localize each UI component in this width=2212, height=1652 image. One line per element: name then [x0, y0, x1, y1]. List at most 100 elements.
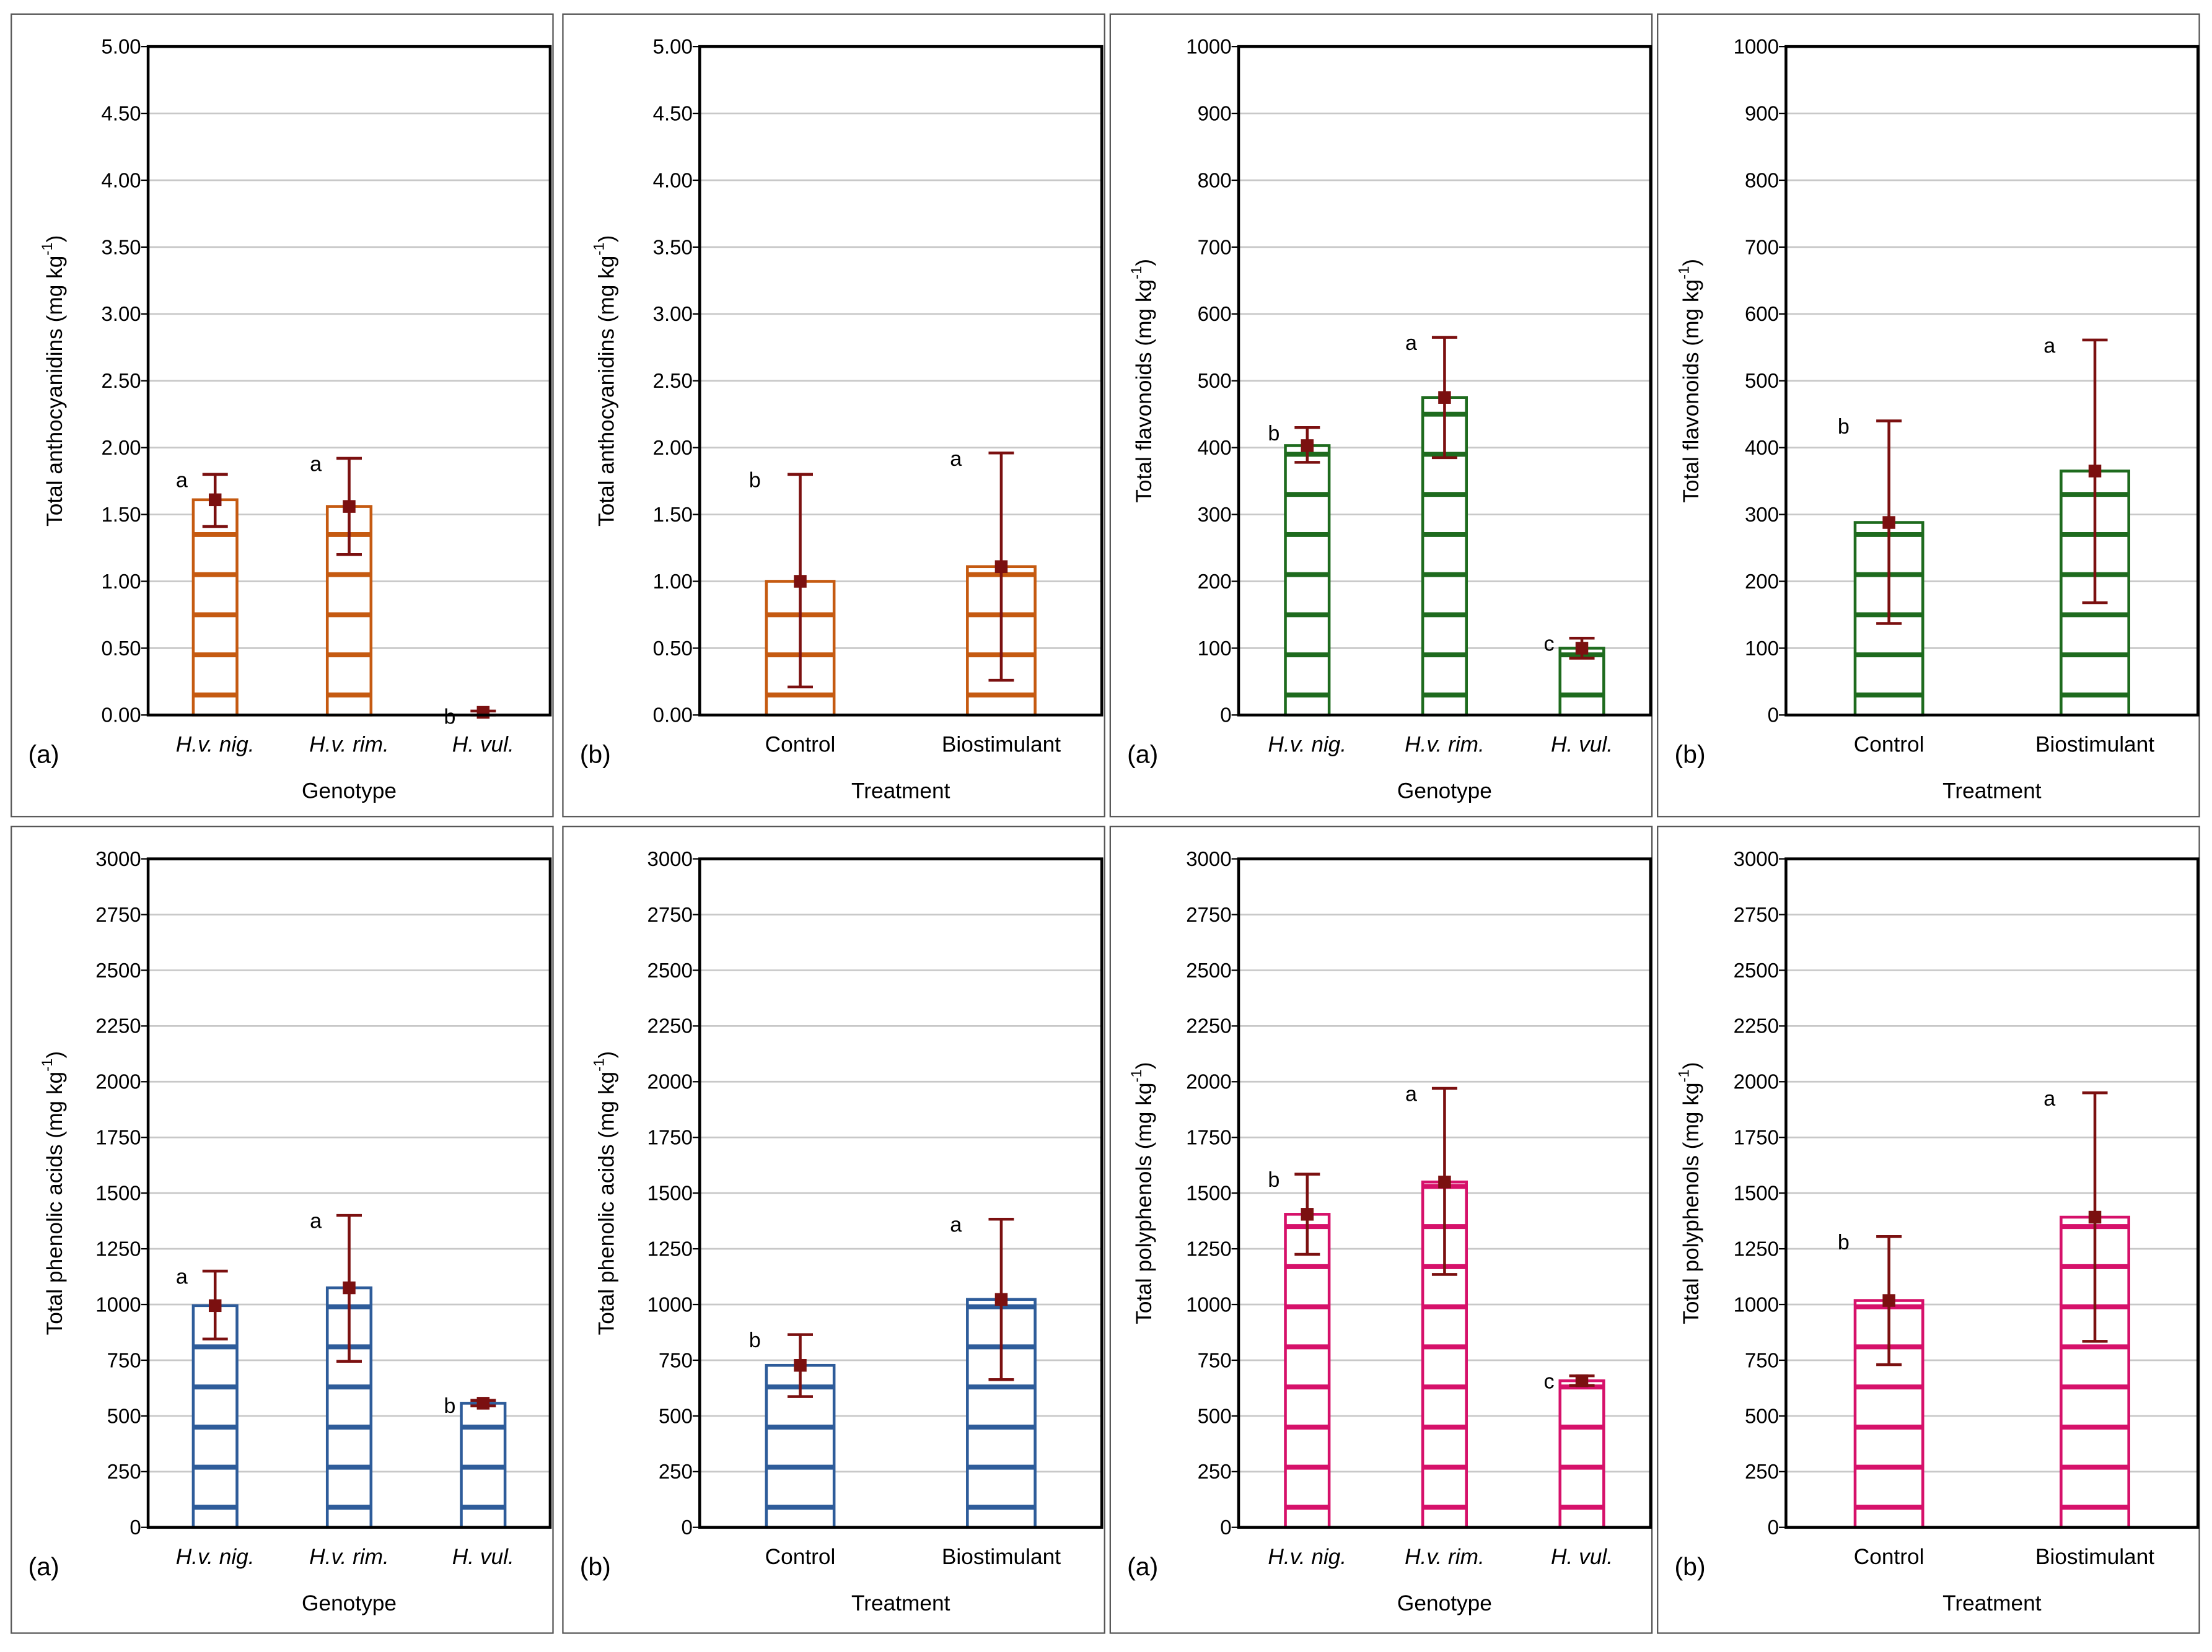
significance-letter: b: [749, 1329, 761, 1352]
significance-letter: a: [2043, 1087, 2055, 1111]
significance-letter: a: [1405, 1083, 1417, 1106]
y-tick-label: 2000: [1186, 1070, 1231, 1093]
y-tick-label: 2.00: [101, 436, 141, 459]
y-tick-label: 0.00: [653, 704, 693, 727]
x-category-label: H.v. rim.: [309, 733, 389, 757]
bar: [1558, 1379, 1605, 1529]
bar-body: [1558, 1379, 1605, 1529]
y-axis-label-main: Total polyphenols (mg kg: [1679, 1083, 1703, 1324]
panel-label: (b): [1675, 1552, 1706, 1581]
y-axis-label: Total polyphenols (mg kg-1): [1128, 1062, 1156, 1324]
mean-marker: [343, 1281, 356, 1295]
panel-label: (a): [1127, 740, 1158, 769]
y-axis-label: Total phenolic acids (mg kg-1): [590, 1051, 618, 1335]
y-axis-label: Total flavonoids (mg kg-1): [1675, 259, 1703, 503]
y-tick-label: 100: [1198, 637, 1232, 660]
y-tick-label: 1750: [1734, 1126, 1779, 1149]
x-category-label: Biostimulant: [2035, 733, 2154, 757]
significance-letter: a: [176, 1265, 188, 1289]
x-category-label: Biostimulant: [2035, 1545, 2154, 1569]
mean-marker: [1301, 439, 1314, 452]
y-tick-label: 500: [1198, 1404, 1232, 1427]
y-tick-label: 2750: [1186, 903, 1231, 926]
y-axis-label-close: ): [43, 1051, 67, 1059]
x-category-label: H. vul.: [452, 1545, 514, 1569]
y-tick-label: 500: [1745, 1404, 1779, 1427]
panel-frame: [11, 13, 554, 818]
y-tick-label: 2000: [647, 1070, 692, 1093]
chart-panel-3: 0 100 200 300 400 500 600 700 800 900 1000 Total fl…: [1109, 13, 1653, 818]
y-tick-label: 1.50: [653, 503, 693, 526]
panel-label: (a): [29, 1552, 59, 1581]
y-axis-label-sup: -1: [39, 242, 56, 255]
y-tick-label: 4.00: [101, 168, 141, 191]
x-category-label: Control: [765, 733, 836, 757]
panel-label: (a): [29, 740, 59, 769]
y-tick-label: 1500: [95, 1182, 141, 1205]
plot-area-border: [698, 857, 1104, 1529]
y-tick-label: 400: [1198, 436, 1232, 459]
y-tick-label: 2250: [647, 1015, 692, 1038]
y-tick-label: 2.50: [101, 369, 141, 392]
y-tick-label: 5.00: [101, 35, 141, 58]
x-category-label: H.v. nig.: [1268, 1545, 1346, 1569]
y-tick-label: 0.50: [653, 637, 693, 660]
y-tick-label: 0: [682, 1516, 693, 1539]
bar-body: [1284, 444, 1331, 717]
significance-letter: a: [2043, 334, 2055, 357]
y-tick-label: 2500: [1734, 959, 1779, 982]
y-axis-label-sup: -1: [1128, 1069, 1145, 1082]
x-axis-label: Treatment: [1942, 779, 2042, 803]
x-category-label: Control: [765, 1545, 836, 1569]
y-tick-label: 1750: [1186, 1126, 1231, 1149]
y-tick-label: 750: [1745, 1348, 1779, 1371]
significance-letter: b: [444, 705, 455, 728]
panel-label: (b): [580, 740, 611, 769]
plot-area-border: [1237, 45, 1652, 717]
mean-marker: [2088, 1210, 2102, 1224]
y-axis-label-sup: -1: [1675, 266, 1692, 279]
y-tick-label: 500: [1198, 369, 1232, 392]
y-tick-label: 4.00: [653, 168, 693, 191]
panel-label: (b): [580, 1552, 611, 1581]
y-tick-label: 250: [1745, 1460, 1779, 1483]
significance-letter: b: [1838, 1231, 1850, 1254]
y-axis-label-main: Total polyphenols (mg kg: [1132, 1083, 1156, 1324]
bar: [765, 1363, 836, 1529]
significance-letter: a: [176, 468, 188, 492]
significance-letter: b: [1268, 1168, 1279, 1192]
y-axis-label: Total flavonoids (mg kg-1): [1128, 259, 1156, 503]
y-tick-label: 750: [1198, 1348, 1232, 1371]
chart-panel-2: 0.00 0.50 1.00 1.50 2.00 2.50 3.00 3.50 4.00 4.50…: [562, 13, 1105, 818]
x-axis-label: Treatment: [851, 1591, 950, 1615]
significance-letter: a: [310, 452, 322, 476]
y-tick-label: 0: [1220, 704, 1231, 727]
y-tick-label: 4.50: [653, 102, 693, 125]
y-tick-label: 1000: [647, 1293, 692, 1316]
y-tick-label: 500: [659, 1404, 693, 1427]
y-tick-label: 1000: [1734, 35, 1779, 58]
mean-marker: [1301, 1208, 1314, 1221]
x-axis-label: Genotype: [302, 1591, 397, 1615]
x-category-label: H. vul.: [1551, 733, 1613, 757]
y-tick-label: 2250: [1734, 1015, 1779, 1038]
y-tick-label: 1000: [1734, 1293, 1779, 1316]
mean-marker: [994, 1293, 1008, 1306]
panel-label: (a): [1127, 1552, 1158, 1581]
y-tick-label: 500: [107, 1404, 141, 1427]
y-tick-label: 0.00: [101, 704, 141, 727]
mean-marker: [1438, 1175, 1451, 1189]
x-axis-label: Treatment: [851, 779, 950, 803]
y-tick-label: 700: [1198, 235, 1232, 258]
x-category-label: Control: [1854, 733, 1925, 757]
y-axis-label: Total phenolic acids (mg kg-1): [39, 1051, 67, 1335]
y-tick-label: 1.50: [101, 503, 141, 526]
y-tick-label: 800: [1198, 168, 1232, 191]
chart-panel-4: 0 100 200 300 400 500 600 700 800 900 1000 Total fl…: [1657, 13, 2200, 818]
panel-frame: [562, 826, 1105, 1634]
y-tick-label: 1250: [1186, 1237, 1231, 1260]
bar: [1284, 1213, 1331, 1529]
y-tick-label: 2500: [647, 959, 692, 982]
significance-letter: c: [1544, 632, 1555, 656]
plot-area-border: [146, 45, 552, 717]
